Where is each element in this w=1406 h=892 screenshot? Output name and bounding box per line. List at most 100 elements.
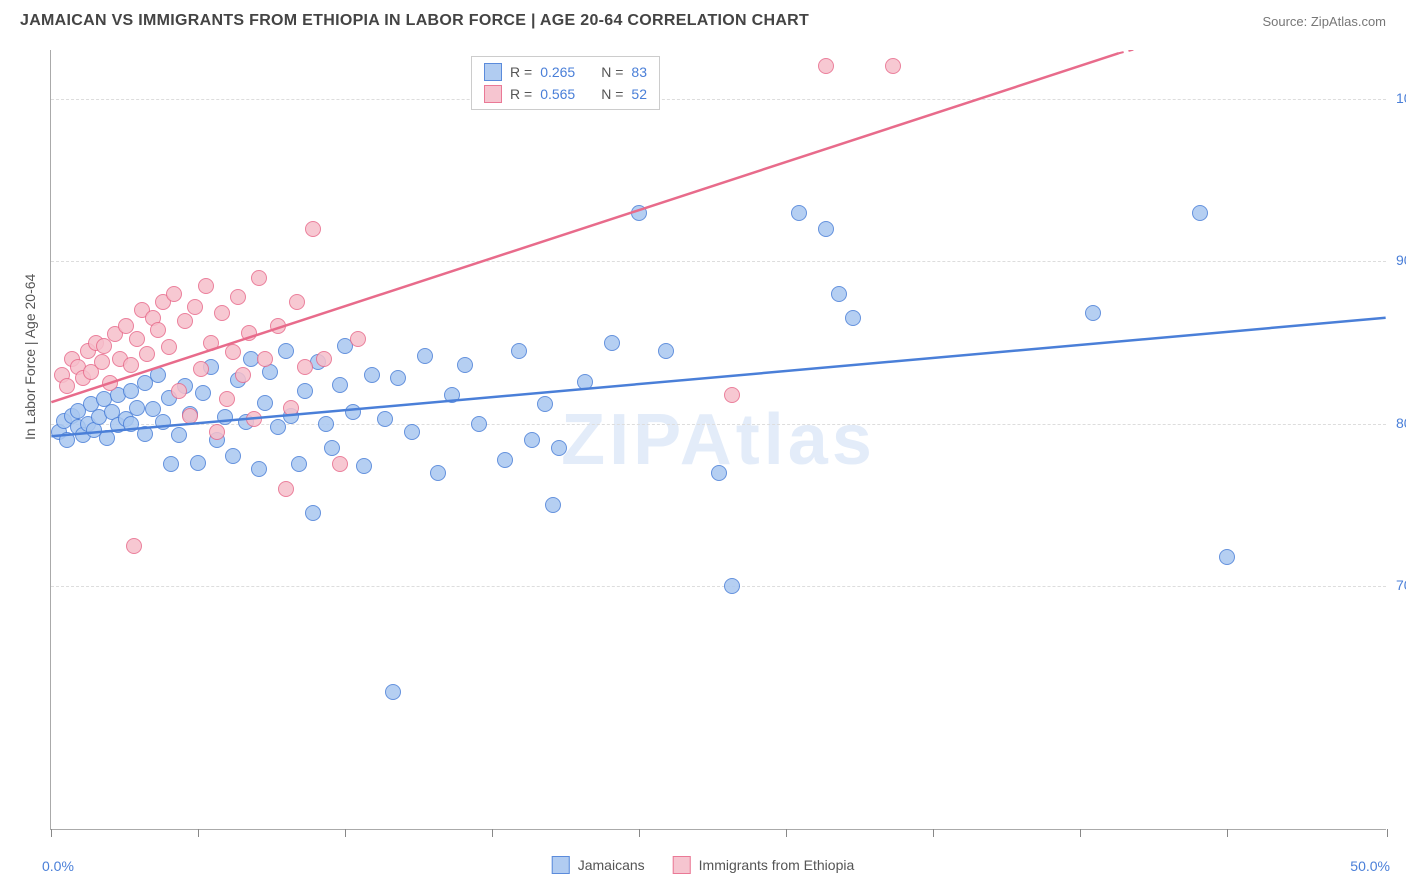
source-label: Source: ZipAtlas.com	[1262, 14, 1386, 29]
data-point-ethiopians	[332, 456, 348, 472]
data-point-ethiopians	[270, 318, 286, 334]
data-point-jamaicans	[545, 497, 561, 513]
data-point-jamaicans	[99, 430, 115, 446]
data-point-ethiopians	[203, 335, 219, 351]
data-point-ethiopians	[283, 400, 299, 416]
data-point-ethiopians	[818, 58, 834, 74]
legend-N-value: 83	[631, 64, 647, 80]
data-point-jamaicans	[471, 416, 487, 432]
data-point-jamaicans	[270, 419, 286, 435]
data-point-jamaicans	[845, 310, 861, 326]
data-point-jamaicans	[404, 424, 420, 440]
y-axis-title: In Labor Force | Age 20-64	[22, 274, 38, 440]
series-legend: Jamaicans Immigrants from Ethiopia	[552, 856, 855, 874]
x-tick	[51, 829, 52, 837]
data-point-jamaicans	[631, 205, 647, 221]
legend-swatch	[484, 85, 502, 103]
title-bar: JAMAICAN VS IMMIGRANTS FROM ETHIOPIA IN …	[0, 0, 1406, 40]
data-point-jamaicans	[818, 221, 834, 237]
data-point-jamaicans	[724, 578, 740, 594]
data-point-ethiopians	[123, 357, 139, 373]
data-point-ethiopians	[289, 294, 305, 310]
data-point-ethiopians	[246, 411, 262, 427]
data-point-ethiopians	[126, 538, 142, 554]
data-point-ethiopians	[241, 325, 257, 341]
correlation-legend: R =0.265N =83R =0.565N =52	[471, 56, 660, 110]
data-point-jamaicans	[297, 383, 313, 399]
legend-stat-row: R =0.565N =52	[484, 85, 647, 103]
data-point-jamaicans	[356, 458, 372, 474]
data-point-jamaicans	[345, 404, 361, 420]
data-point-jamaicans	[511, 343, 527, 359]
data-point-jamaicans	[604, 335, 620, 351]
data-point-jamaicans	[257, 395, 273, 411]
data-point-jamaicans	[524, 432, 540, 448]
x-tick	[933, 829, 934, 837]
data-point-jamaicans	[225, 448, 241, 464]
data-point-jamaicans	[444, 387, 460, 403]
gridline-h	[51, 99, 1386, 100]
data-point-ethiopians	[198, 278, 214, 294]
legend-N-label: N =	[601, 64, 623, 80]
data-point-ethiopians	[219, 391, 235, 407]
x-tick	[492, 829, 493, 837]
data-point-jamaicans	[278, 343, 294, 359]
x-tick	[786, 829, 787, 837]
data-point-jamaicans	[291, 456, 307, 472]
x-tick	[198, 829, 199, 837]
data-point-ethiopians	[59, 378, 75, 394]
legend-item: Jamaicans	[552, 856, 645, 874]
x-tick	[639, 829, 640, 837]
legend-swatch	[673, 856, 691, 874]
data-point-jamaicans	[658, 343, 674, 359]
legend-series-label: Jamaicans	[578, 857, 645, 873]
data-point-ethiopians	[193, 361, 209, 377]
legend-R-value: 0.565	[540, 86, 575, 102]
y-tick-label: 80.0%	[1396, 415, 1406, 431]
data-point-jamaicans	[251, 461, 267, 477]
data-point-ethiopians	[209, 424, 225, 440]
y-tick-label: 90.0%	[1396, 252, 1406, 268]
data-point-ethiopians	[139, 346, 155, 362]
data-point-ethiopians	[305, 221, 321, 237]
data-point-ethiopians	[316, 351, 332, 367]
data-point-jamaicans	[1085, 305, 1101, 321]
gridline-h	[51, 261, 1386, 262]
gridline-h	[51, 586, 1386, 587]
data-point-ethiopians	[182, 408, 198, 424]
data-point-jamaicans	[305, 505, 321, 521]
data-point-ethiopians	[257, 351, 273, 367]
data-point-jamaicans	[577, 374, 593, 390]
data-point-jamaicans	[551, 440, 567, 456]
data-point-jamaicans	[390, 370, 406, 386]
data-point-ethiopians	[171, 383, 187, 399]
chart-title: JAMAICAN VS IMMIGRANTS FROM ETHIOPIA IN …	[20, 12, 809, 30]
data-point-ethiopians	[225, 344, 241, 360]
data-point-ethiopians	[150, 322, 166, 338]
legend-swatch	[552, 856, 570, 874]
y-tick-label: 100.0%	[1396, 90, 1406, 106]
data-point-jamaicans	[457, 357, 473, 373]
data-point-ethiopians	[297, 359, 313, 375]
x-tick	[1227, 829, 1228, 837]
data-point-jamaicans	[163, 456, 179, 472]
data-point-jamaicans	[137, 426, 153, 442]
plot-canvas: 70.0%80.0%90.0%100.0%	[51, 50, 1386, 829]
data-point-jamaicans	[171, 427, 187, 443]
legend-R-value: 0.265	[540, 64, 575, 80]
data-point-jamaicans	[195, 385, 211, 401]
data-point-jamaicans	[417, 348, 433, 364]
data-point-jamaicans	[430, 465, 446, 481]
legend-item: Immigrants from Ethiopia	[673, 856, 855, 874]
x-tick	[1080, 829, 1081, 837]
data-point-jamaicans	[364, 367, 380, 383]
data-point-ethiopians	[102, 375, 118, 391]
data-point-ethiopians	[278, 481, 294, 497]
legend-swatch	[484, 63, 502, 81]
legend-series-label: Immigrants from Ethiopia	[699, 857, 855, 873]
data-point-ethiopians	[251, 270, 267, 286]
data-point-ethiopians	[129, 331, 145, 347]
data-point-jamaicans	[1219, 549, 1235, 565]
legend-N-value: 52	[631, 86, 647, 102]
data-point-jamaicans	[155, 414, 171, 430]
